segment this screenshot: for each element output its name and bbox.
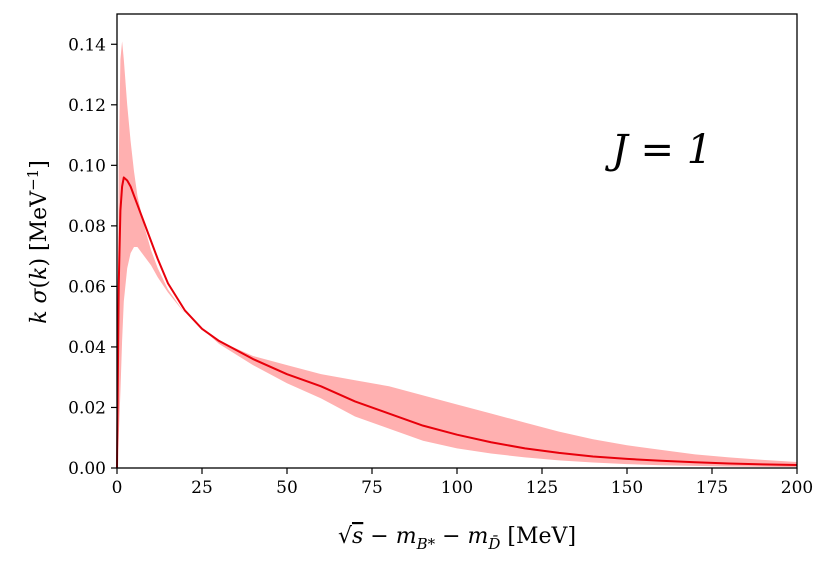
y-tick-label: 0.06	[68, 277, 106, 297]
y-tick-label: 0.10	[68, 156, 106, 176]
series-line-0	[116, 176, 798, 469]
annotation-j-label: J = 1	[605, 127, 712, 173]
x-tick-label: 125	[526, 478, 558, 498]
y-tick-label: 0.02	[68, 398, 106, 418]
series-line-layer	[116, 176, 798, 469]
y-tick-label: 0.00	[68, 459, 106, 479]
x-axis-ticks: 0 25 50 75 100 125 150 175 200	[112, 468, 813, 498]
y-tick-label: 0.12	[68, 96, 106, 116]
x-tick-label: 0	[112, 478, 123, 498]
y-axis-title: k σ(k) [MeV−1]	[24, 160, 52, 324]
x-tick-label: 150	[611, 478, 643, 498]
x-tick-label: 50	[276, 478, 298, 498]
x-tick-label: 100	[441, 478, 473, 498]
x-tick-label: 200	[781, 478, 813, 498]
x-tick-label: 175	[696, 478, 728, 498]
x-tick-label: 75	[361, 478, 383, 498]
y-tick-label: 0.08	[68, 217, 106, 237]
y-tick-label: 0.14	[68, 35, 106, 55]
x-axis-title: √s − mB* − mD̄ [MeV]	[338, 524, 576, 553]
y-axis-ticks: 0.00 0.02 0.04 0.06 0.08 0.10 0.12 0.14	[68, 35, 117, 479]
x-tick-label: 25	[191, 478, 213, 498]
y-tick-label: 0.04	[68, 338, 106, 358]
